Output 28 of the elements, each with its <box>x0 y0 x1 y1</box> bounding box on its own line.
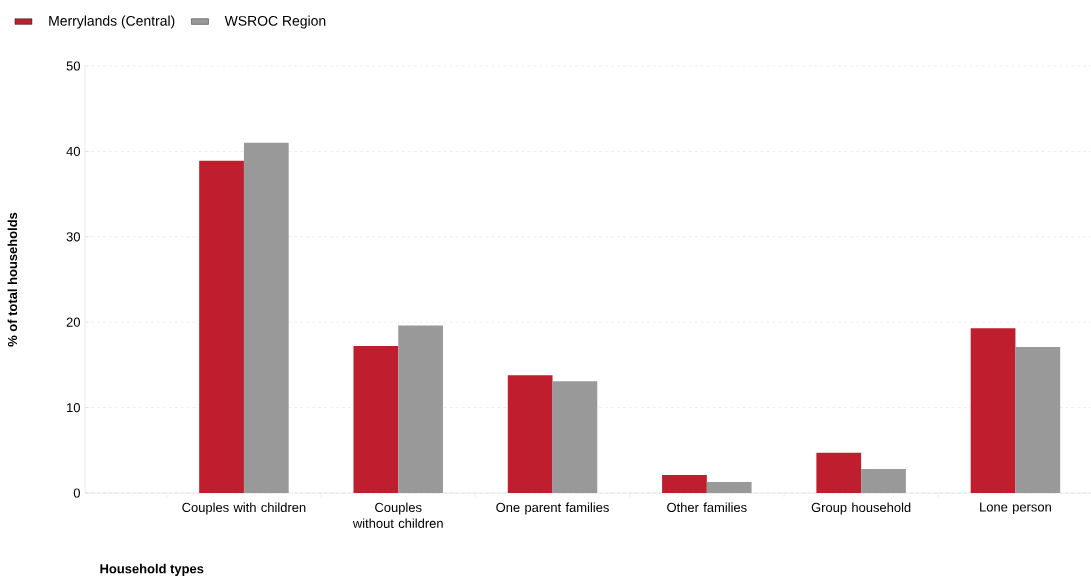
bar <box>507 375 553 493</box>
y-tick-label: 40 <box>66 146 80 156</box>
bar <box>199 160 244 493</box>
x-tick-label: One parent families <box>496 502 609 515</box>
bar <box>552 381 598 493</box>
x-tick-label: Other families <box>667 502 747 513</box>
y-tick-label: 20 <box>66 317 80 327</box>
y-tick-label: 10 <box>67 403 80 413</box>
bar <box>398 325 443 493</box>
legend-label: Merrylands (Central) <box>49 15 175 29</box>
bar <box>662 475 707 493</box>
bar <box>816 452 862 493</box>
legend-label: WSROC Region <box>224 15 326 29</box>
y-axis-title: % of total households <box>7 212 18 347</box>
bar <box>353 346 399 493</box>
x-tick-label: Couples without children <box>352 502 443 528</box>
bar <box>1015 346 1061 493</box>
x-tick-label: Couples with children <box>182 502 306 515</box>
x-axis-title: Household types <box>100 563 204 576</box>
x-tick-label: Group household <box>811 502 911 515</box>
bar <box>970 328 1016 493</box>
y-tick-label: 50 <box>66 61 80 71</box>
bar <box>706 481 752 493</box>
bar <box>243 142 289 493</box>
bar <box>861 469 906 493</box>
y-tick-label: 0 <box>73 488 80 498</box>
x-tick-label: Lone person <box>980 502 1051 515</box>
y-tick-label: 30 <box>66 232 80 242</box>
